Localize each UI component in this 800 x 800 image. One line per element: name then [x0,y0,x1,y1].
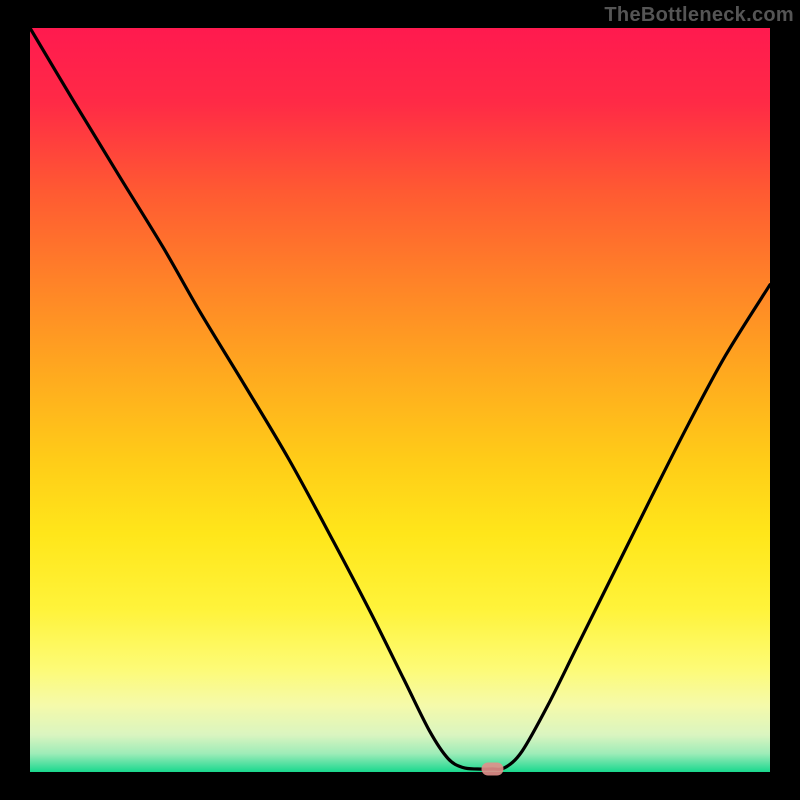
optimal-marker [482,763,504,776]
chart-container: TheBottleneck.com [0,0,800,800]
bottleneck-chart [0,0,800,800]
plot-background [30,28,770,772]
watermark-label: TheBottleneck.com [604,4,794,27]
